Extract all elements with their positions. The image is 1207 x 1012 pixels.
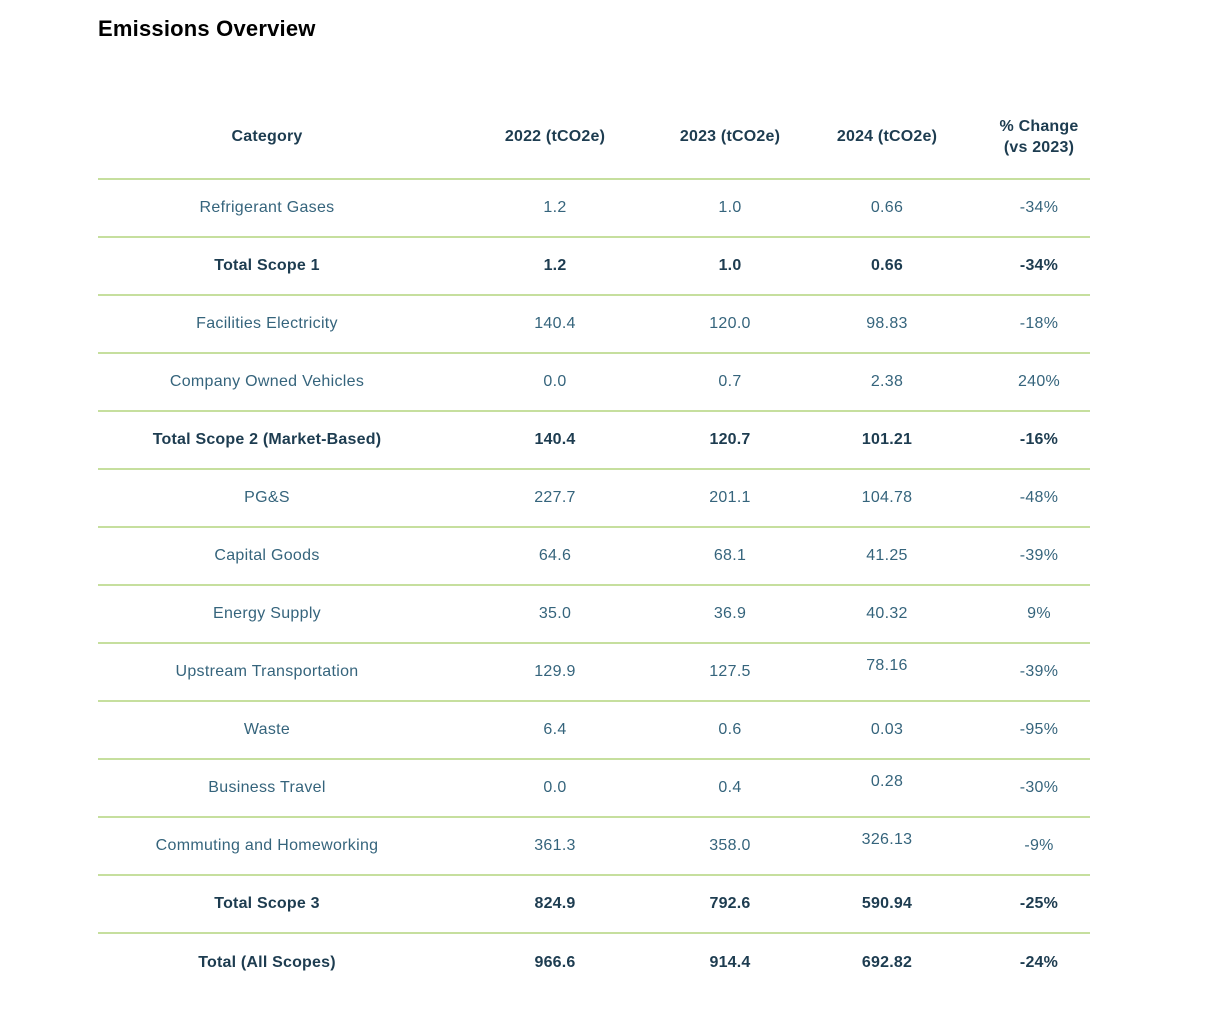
cell-2023: 0.7 <box>674 352 786 411</box>
cell-pct-change: -34% <box>988 236 1090 295</box>
cell-2022: 227.7 <box>436 468 674 527</box>
cell-2022: 966.6 <box>436 932 674 991</box>
cell-category: Total (All Scopes) <box>98 932 436 991</box>
cell-category: Refrigerant Gases <box>98 178 436 237</box>
cell-2022: 0.0 <box>436 352 674 411</box>
cell-category: Total Scope 3 <box>98 874 436 933</box>
cell-pct-change: -48% <box>988 468 1090 527</box>
cell-2022: 35.0 <box>436 584 674 643</box>
cell-pct-change: -18% <box>988 294 1090 353</box>
cell-2023: 0.6 <box>674 700 786 759</box>
table-row: Total Scope 1 1.2 1.0 0.66 -34% <box>98 236 1090 295</box>
cell-category: Facilities Electricity <box>98 294 436 353</box>
cell-2024: 40.32 <box>786 584 988 643</box>
table-row: Energy Supply 35.0 36.9 40.32 9% <box>98 584 1090 643</box>
cell-2023: 1.0 <box>674 236 786 295</box>
col-header-2023: 2023 (tCO2e) <box>674 96 786 180</box>
cell-2022: 824.9 <box>436 874 674 933</box>
cell-category: Capital Goods <box>98 526 436 585</box>
cell-2023: 120.0 <box>674 294 786 353</box>
table-row: Company Owned Vehicles 0.0 0.7 2.38 240% <box>98 352 1090 411</box>
cell-pct-change: -25% <box>988 874 1090 933</box>
page-title: Emissions Overview <box>98 16 316 41</box>
emissions-table: Category 2022 (tCO2e) 2023 (tCO2e) 2024 … <box>98 96 1090 991</box>
cell-2023: 914.4 <box>674 932 786 991</box>
cell-2022: 1.2 <box>436 178 674 237</box>
col-header-pct-change: % Change (vs 2023) <box>988 96 1090 180</box>
cell-2024: 590.94 <box>786 874 988 933</box>
pct-change-line2: (vs 2023) <box>1003 139 1075 156</box>
cell-2023: 68.1 <box>674 526 786 585</box>
cell-2023: 201.1 <box>674 468 786 527</box>
cell-category: PG&S <box>98 468 436 527</box>
cell-pct-change: -30% <box>988 758 1090 817</box>
cell-pct-change: -24% <box>988 932 1090 991</box>
table-row: Refrigerant Gases 1.2 1.0 0.66 -34% <box>98 178 1090 237</box>
cell-2023: 127.5 <box>674 642 786 701</box>
col-header-2022: 2022 (tCO2e) <box>436 96 674 180</box>
cell-2024: 78.16 <box>786 642 988 701</box>
table-row: Total Scope 2 (Market-Based) 140.4 120.7 10… <box>98 410 1090 469</box>
cell-2024: 0.28 <box>786 758 988 817</box>
pct-change-line1: % Change <box>999 118 1079 135</box>
cell-category: Upstream Transportation <box>98 642 436 701</box>
cell-2022: 64.6 <box>436 526 674 585</box>
cell-2022: 0.0 <box>436 758 674 817</box>
cell-2023: 358.0 <box>674 816 786 875</box>
cell-2024: 0.03 <box>786 700 988 759</box>
table-row: Business Travel 0.0 0.4 0.28 -30% <box>98 758 1090 817</box>
cell-2023: 0.4 <box>674 758 786 817</box>
cell-category: Company Owned Vehicles <box>98 352 436 411</box>
cell-2023: 1.0 <box>674 178 786 237</box>
cell-2023: 792.6 <box>674 874 786 933</box>
cell-2024: 104.78 <box>786 468 988 527</box>
cell-2024: 101.21 <box>786 410 988 469</box>
cell-pct-change: -34% <box>988 178 1090 237</box>
cell-category: Waste <box>98 700 436 759</box>
table-row: Commuting and Homeworking 361.3 358.0 326.1… <box>98 816 1090 875</box>
table-row: Capital Goods 64.6 68.1 41.25 -39% <box>98 526 1090 585</box>
cell-category: Commuting and Homeworking <box>98 816 436 875</box>
table-row: Waste 6.4 0.6 0.03 -95% <box>98 700 1090 759</box>
col-header-category: Category <box>98 96 436 180</box>
cell-2023: 36.9 <box>674 584 786 643</box>
cell-2022: 361.3 <box>436 816 674 875</box>
cell-pct-change: -95% <box>988 700 1090 759</box>
cell-2024: 326.13 <box>786 816 988 875</box>
table-row: Upstream Transportation 129.9 127.5 78.16 -3… <box>98 642 1090 701</box>
cell-2024: 692.82 <box>786 932 988 991</box>
table-row: Total (All Scopes) 966.6 914.4 692.82 -24% <box>98 932 1090 991</box>
table-row: PG&S 227.7 201.1 104.78 -48% <box>98 468 1090 527</box>
cell-category: Energy Supply <box>98 584 436 643</box>
cell-pct-change: -39% <box>988 642 1090 701</box>
col-header-2024: 2024 (tCO2e) <box>786 96 988 180</box>
cell-2024: 0.66 <box>786 236 988 295</box>
table-row: Total Scope 3 824.9 792.6 590.94 -25% <box>98 874 1090 933</box>
cell-pct-change: -16% <box>988 410 1090 469</box>
page: Emissions Overview Category 2022 (tCO2e)… <box>0 16 1207 1012</box>
cell-category: Total Scope 1 <box>98 236 436 295</box>
table-row: Facilities Electricity 140.4 120.0 98.83 -18… <box>98 294 1090 353</box>
header-row: Category 2022 (tCO2e) 2023 (tCO2e) 2024 … <box>98 96 1090 180</box>
cell-2024: 0.66 <box>786 178 988 237</box>
cell-category: Business Travel <box>98 758 436 817</box>
cell-2024: 2.38 <box>786 352 988 411</box>
cell-2022: 6.4 <box>436 700 674 759</box>
cell-2023: 120.7 <box>674 410 786 469</box>
cell-pct-change: -39% <box>988 526 1090 585</box>
cell-2022: 129.9 <box>436 642 674 701</box>
cell-category: Total Scope 2 (Market-Based) <box>98 410 436 469</box>
cell-2024: 98.83 <box>786 294 988 353</box>
cell-2022: 140.4 <box>436 410 674 469</box>
cell-pct-change: 240% <box>988 352 1090 411</box>
cell-2022: 1.2 <box>436 236 674 295</box>
cell-2022: 140.4 <box>436 294 674 353</box>
cell-pct-change: -9% <box>988 816 1090 875</box>
cell-2024: 41.25 <box>786 526 988 585</box>
cell-pct-change: 9% <box>988 584 1090 643</box>
